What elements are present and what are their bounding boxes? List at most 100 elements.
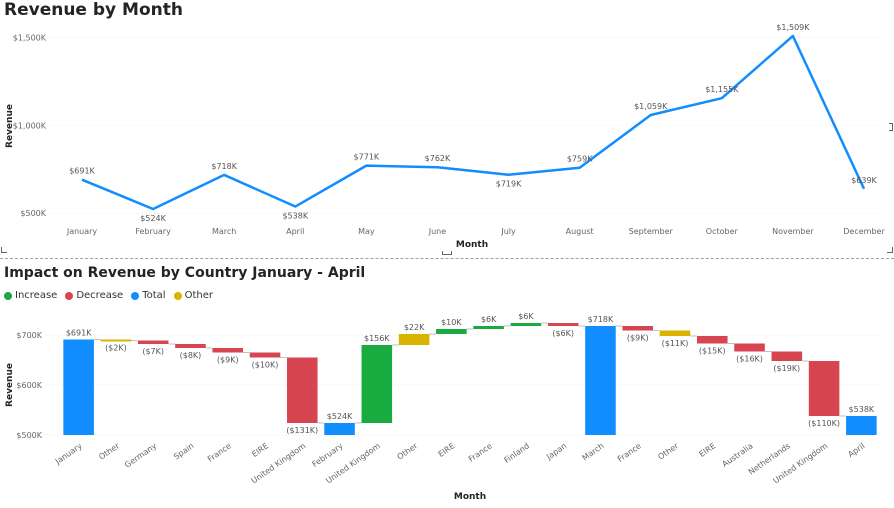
- data-label: ($16K): [736, 355, 763, 364]
- waterfall-bar: [808, 361, 840, 416]
- x-tick-label: Finland: [502, 441, 531, 465]
- waterfall-chart-svg: $500K $600K $700K Revenue $691K January ($2K) O…: [5, 312, 884, 502]
- data-label: $538K: [282, 212, 308, 221]
- x-tick-label: March: [580, 441, 605, 462]
- data-label: ($6K): [552, 329, 574, 338]
- waterfall-bar: [734, 343, 765, 352]
- resize-handle-bottom-right[interactable]: [887, 247, 893, 253]
- x-tick-label: February: [135, 227, 171, 236]
- resize-handle-right-middle[interactable]: [889, 123, 893, 131]
- x-tick-label: Spain: [172, 441, 195, 461]
- x-tick-label: EIRE: [697, 441, 717, 459]
- resize-handle-bottom-left[interactable]: [1, 247, 7, 253]
- data-label: $771K: [354, 153, 380, 162]
- waterfall-bar: [100, 339, 132, 342]
- data-label: $719K: [496, 180, 522, 189]
- waterfall-bar: [212, 348, 244, 353]
- waterfall-bar: [547, 323, 579, 326]
- data-label: $1,059K: [634, 102, 668, 111]
- waterfall-bar: [771, 351, 803, 361]
- x-tick-label: October: [706, 227, 739, 236]
- legend-item-total[interactable]: Total: [131, 290, 166, 301]
- data-label: ($10K): [252, 361, 279, 370]
- y-tick-label: $500K: [16, 431, 42, 440]
- legend-label-total: Total: [142, 290, 166, 301]
- data-label: $691K: [69, 167, 95, 176]
- data-label: ($9K): [627, 334, 649, 343]
- waterfall-bar: [659, 330, 691, 336]
- y-tick-label: $600K: [16, 381, 42, 390]
- x-axis-title: Month: [456, 240, 488, 250]
- x-tick-label: July: [500, 227, 516, 236]
- data-label: $639K: [851, 176, 877, 185]
- data-label: $22K: [404, 323, 425, 332]
- data-label: ($15K): [699, 347, 726, 356]
- y-tick-label: $500K: [20, 209, 46, 218]
- data-label: ($9K): [217, 356, 239, 365]
- legend-dot-total-icon: [131, 291, 140, 300]
- y-axis-title: Revenue: [5, 363, 15, 407]
- legend-item-other[interactable]: Other: [173, 290, 213, 301]
- data-label: $1,509K: [776, 23, 810, 32]
- x-tick-label: April: [286, 227, 304, 236]
- waterfall-bar: [622, 326, 654, 331]
- impact-on-revenue-visual[interactable]: Impact on Revenue by Country January - A…: [0, 258, 894, 507]
- data-label: ($131K): [286, 426, 318, 435]
- revenue-by-month-visual[interactable]: Revenue by Month $500K $1,000K $1,500K Reve…: [0, 0, 894, 256]
- data-label: ($19K): [773, 364, 800, 373]
- y-tick-label: $1,000K: [13, 121, 47, 130]
- x-tick-label: France: [467, 441, 494, 464]
- data-label: $6K: [481, 315, 497, 324]
- y-tick-label: $1,500K: [13, 34, 47, 43]
- x-tick-label: March: [212, 227, 236, 236]
- x-tick-label: France: [206, 441, 233, 464]
- data-label: $1,155K: [705, 85, 739, 94]
- waterfall-bar: [361, 345, 393, 423]
- waterfall-bar: [398, 334, 430, 345]
- resize-handle-bottom-center[interactable]: [442, 251, 452, 255]
- legend-dot-other-icon: [173, 291, 182, 300]
- waterfall-bar: [63, 339, 94, 435]
- data-label: ($110K): [808, 419, 840, 428]
- data-label: $156K: [364, 334, 390, 343]
- x-tick-label: Other: [97, 441, 121, 462]
- y-axis-title: Revenue: [5, 104, 15, 148]
- legend-label-decrease: Decrease: [76, 290, 124, 301]
- data-label: $762K: [425, 154, 451, 163]
- data-label: $718K: [211, 162, 237, 171]
- waterfall-bar: [696, 336, 728, 344]
- x-tick-label: May: [358, 227, 375, 236]
- revenue-series-line: [81, 34, 866, 211]
- data-label: $691K: [66, 329, 92, 338]
- x-axis-title: Month: [454, 492, 486, 502]
- data-label: ($7K): [142, 347, 164, 356]
- legend-label-other: Other: [184, 290, 213, 301]
- x-tick-label: Other: [395, 441, 419, 462]
- line-chart-svg: $500K $1,000K $1,500K Revenue January Februar…: [5, 23, 885, 250]
- data-label: ($8K): [180, 351, 202, 360]
- x-tick-label: August: [566, 227, 594, 236]
- x-tick-label: Australia: [721, 441, 755, 469]
- data-label: $6K: [518, 312, 534, 321]
- legend-item-decrease[interactable]: Decrease: [65, 290, 123, 301]
- x-tick-label: EIRE: [250, 441, 270, 459]
- legend-dot-increase-icon: [4, 291, 12, 300]
- data-label: $759K: [567, 155, 593, 164]
- x-tick-label: September: [629, 227, 674, 236]
- legend-label-increase: Increase: [15, 290, 58, 301]
- waterfall-bar: [846, 416, 877, 435]
- x-tick-label: June: [428, 227, 447, 236]
- waterfall-bar: [137, 340, 169, 344]
- waterfall-bar: [436, 329, 467, 334]
- data-label: ($11K): [662, 339, 689, 348]
- legend-dot-decrease-icon: [65, 291, 74, 300]
- waterfall-bar: [473, 326, 504, 329]
- x-tick-label: January: [53, 441, 84, 466]
- legend-item-increase[interactable]: Increase: [4, 290, 57, 301]
- data-label: $524K: [140, 214, 166, 223]
- waterfall-bar: [510, 323, 542, 326]
- x-tick-label: January: [66, 227, 98, 236]
- waterfall-bar: [249, 352, 281, 358]
- y-tick-label: $700K: [16, 331, 42, 340]
- x-tick-label: February: [310, 441, 344, 469]
